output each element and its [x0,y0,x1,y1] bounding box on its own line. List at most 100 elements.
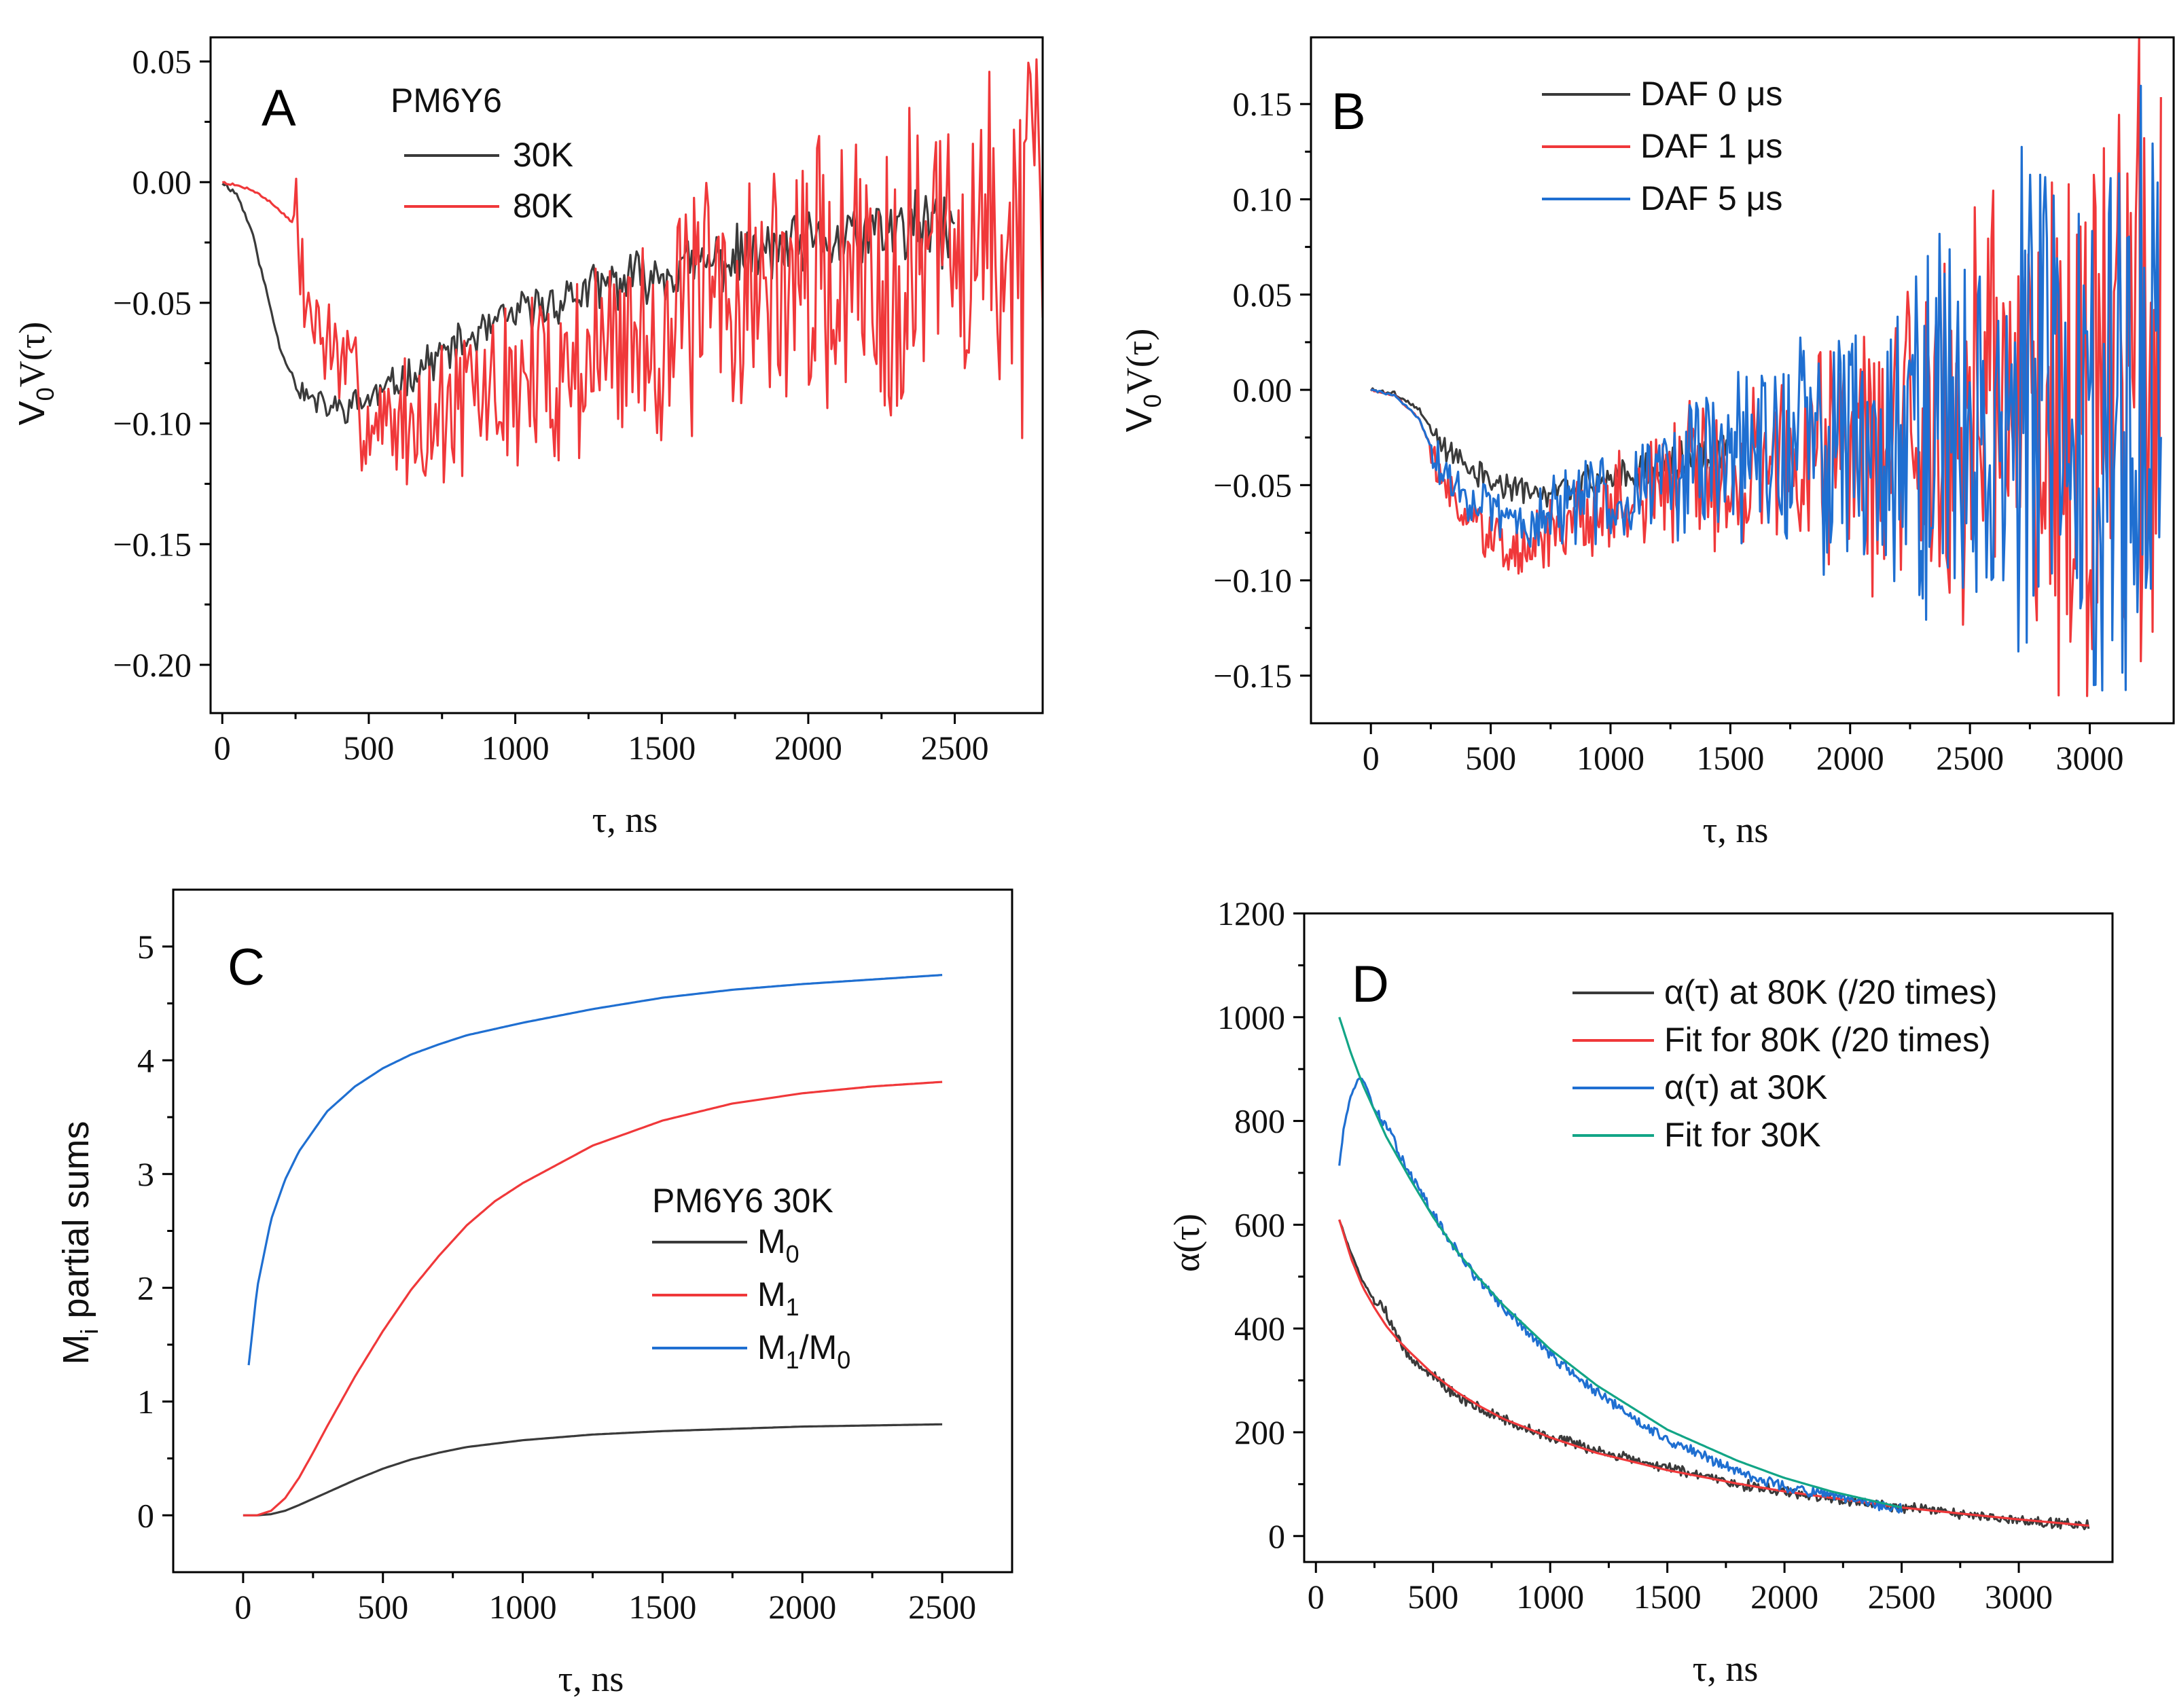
x-tick-label: 2500 [1936,739,2004,777]
panel-a-y-title-rest: V(τ) [12,322,52,388]
panel-d-plot-area [1338,1017,2090,1531]
x-tick-label: 500 [343,729,394,767]
panel-c-y-title-rest: partial sums [56,1121,96,1328]
panel-c-frame [172,888,1013,1574]
y-tick-label: 0.05 [132,43,192,81]
y-tick-label: 2 [137,1269,154,1307]
x-tick-label: 1000 [482,729,550,767]
panel-d-chart: 0 500 1000 1500 2000 2500 3000 0 200 400 600 800 100… [1166,894,2114,1689]
panel-c-series-line-0 [242,1423,943,1516]
panel-c-series-line-2 [247,974,943,1366]
x-tick-label: 1500 [628,1588,696,1626]
x-tick-label: 1500 [628,729,696,767]
legend-entry-label: α(τ) at 30K [1664,1068,1827,1106]
x-tick-label: 1000 [1577,739,1644,777]
panel-d-series-line-1 [1338,1219,2089,1527]
y-tick-label: 0.10 [1233,180,1293,218]
panel-d-y-axis-title: α(τ) [1166,1214,1207,1272]
x-tick-label: 0 [214,729,231,767]
panel-b-letter: B [1331,83,1366,141]
y-tick-label: −0.10 [1213,562,1292,600]
panel-a-plot-area [221,58,1043,486]
panel-a-frame [209,36,1044,714]
x-tick-label: 2000 [1750,1578,1818,1616]
panel-d-letter: D [1352,956,1389,1013]
panel-a-letter: A [262,79,296,137]
panel-c-y-title-base: M [56,1334,96,1365]
x-tick-label: 0 [234,1588,251,1626]
y-tick-label: −0.05 [113,284,192,322]
panel-c-y-axis-title: Mi partial sums [56,1121,103,1364]
x-tick-label: 2000 [768,1588,836,1626]
panel-a-series-line-1 [221,58,1043,486]
legend-entry-label: Fit for 80K (/20 times) [1664,1021,1991,1059]
panel-a-y-axis-title: V0V(τ) [12,322,59,426]
x-tick-label: 1000 [1516,1578,1584,1616]
y-tick-label: 3 [137,1155,154,1193]
panel-b-x-axis-title: τ, ns [1703,810,1769,850]
panel-b-chart: 0 500 1000 1500 2000 2500 3000 0.15 0.10 0.05 0.00… [1119,36,2175,850]
panel-d-series-line-3 [1338,1017,1902,1509]
panel-b-y-axis-title: V0V(τ) [1119,329,1166,433]
panel-a-y-title-base: V [12,401,52,425]
panel-c-series-line-1 [242,1080,943,1516]
panel-b-frame [1310,36,2175,725]
panel-b-y-title-base: V [1119,407,1160,432]
y-tick-label: 4 [137,1041,154,1079]
panel-a-x-axis-title: τ, ns [592,799,658,840]
panel-c-x-axis-title: τ, ns [558,1658,624,1699]
legend-entry-label: M0 [757,1222,799,1268]
panel-b-y-title-rest: V(τ) [1119,329,1160,395]
panel-c-letter: C [228,939,265,996]
x-tick-label: 0 [1363,739,1380,777]
y-tick-label: −0.15 [113,525,192,563]
legend-entry-label: M1/M0 [757,1328,850,1374]
panel-d-series-line-0 [1338,1219,2090,1531]
x-tick-label: 1000 [489,1588,557,1626]
y-tick-label: 200 [1234,1413,1285,1451]
panel-b-y-title-sub: 0 [1138,394,1166,407]
y-tick-label: 0.15 [1233,85,1293,123]
x-tick-label: 2500 [921,729,989,767]
x-tick-label: 2000 [774,729,842,767]
panel-c-y-title-sub: i [75,1329,103,1334]
panel-b-legend: DAF 0 μs DAF 1 μs DAF 5 μs [1542,75,1782,217]
y-tick-label: 0 [1268,1517,1285,1555]
y-tick-label: 5 [137,928,154,966]
panel-d-series-line-2 [1338,1077,1903,1514]
legend-entry-label: M1 [757,1275,799,1321]
panel-c-legend-title: PM6Y6 30K [652,1182,833,1220]
x-tick-label: 0 [1308,1578,1325,1616]
y-tick-label: 0.05 [1233,276,1293,314]
x-tick-label: 2500 [908,1588,976,1626]
panel-b-plot-area [1369,37,2162,697]
y-tick-label: −0.15 [1213,657,1292,695]
legend-entry-label: 30K [513,136,573,174]
y-tick-label: −0.05 [1213,466,1292,504]
panel-a-ticks: 0 500 1000 1500 2000 2500 0.05 0.00 −0.05 −0.10 −0… [113,43,988,767]
panel-c-legend: M0 M1 M1/M0 [652,1222,850,1374]
x-tick-label: 500 [1465,739,1516,777]
panel-c-plot-area [242,974,943,1516]
panel-d-legend: α(τ) at 80K (/20 times) Fit for 80K (/20 … [1572,973,1997,1154]
x-tick-label: 500 [1407,1578,1458,1616]
panel-c-ticks: 0 500 1000 1500 2000 2500 0 1 2 3 4 5 [137,928,976,1626]
y-tick-label: 1000 [1217,998,1285,1036]
y-tick-label: −0.10 [113,405,192,443]
y-tick-label: 0.00 [1233,371,1293,409]
x-tick-label: 1500 [1696,739,1764,777]
y-tick-label: 0.00 [132,163,192,201]
legend-entry-label: Fit for 30K [1664,1116,1821,1154]
x-tick-label: 1500 [1634,1578,1702,1616]
panel-a-legend-title: PM6Y6 [391,81,502,120]
y-tick-label: 0 [137,1496,154,1534]
legend-entry-label: DAF 5 μs [1640,179,1782,217]
panel-c-chart: 0 500 1000 1500 2000 2500 0 1 2 3 4 5 C PM6Y6 30K M… [56,888,1013,1699]
panel-d-x-axis-title: τ, ns [1693,1648,1759,1689]
y-tick-label: −0.20 [113,646,192,684]
y-tick-label: 1200 [1217,894,1285,932]
panel-d-ticks: 0 500 1000 1500 2000 2500 3000 0 200 400 600 800 100… [1217,894,2053,1616]
legend-entry-label: DAF 1 μs [1640,127,1782,165]
x-tick-label: 3000 [1985,1578,2053,1616]
